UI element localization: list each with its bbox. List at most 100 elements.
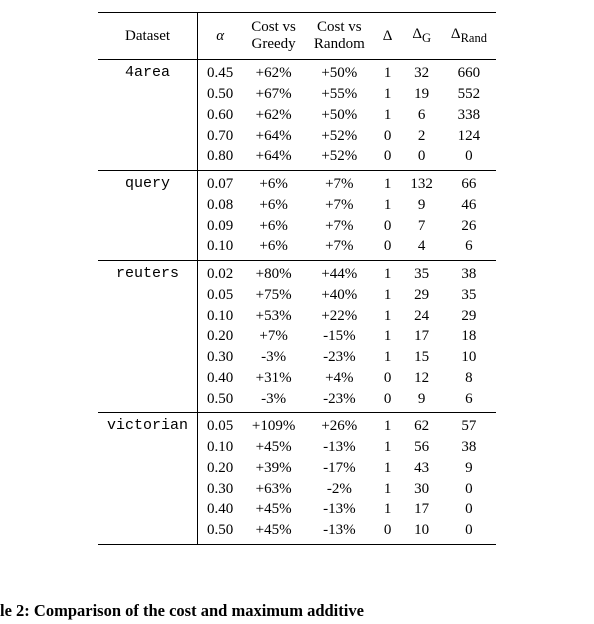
cell-alpha: 0.08 [198,195,243,216]
cell-delta-rand: 26 [442,216,496,237]
cell-alpha: 0.20 [198,458,243,479]
cell-delta-g: 15 [401,347,442,368]
cell-cost-vs-greedy: +64% [242,146,305,170]
cell-cost-vs-random: +55% [305,84,374,105]
cell-cost-vs-random: -23% [305,347,374,368]
cell-delta: 1 [374,105,402,126]
cell-alpha: 0.10 [198,306,243,327]
col-alpha-header: α [198,13,243,60]
cell-delta-g: 62 [401,413,442,437]
table-row: reuters0.02+80%+44%13538 [98,261,496,285]
cell-delta-rand: 338 [442,105,496,126]
delta-rand-symbol: Δ [451,26,461,42]
cell-delta-g: 4 [401,236,442,260]
cell-delta-g: 17 [401,499,442,520]
cell-delta-g: 30 [401,479,442,500]
cell-delta: 1 [374,437,402,458]
cell-cost-vs-greedy: +6% [242,195,305,216]
cell-delta-rand: 6 [442,236,496,260]
cell-cost-vs-greedy: +6% [242,171,305,195]
table-row: 4area0.45+62%+50%132660 [98,60,496,84]
cell-cost-vs-greedy: +45% [242,499,305,520]
cell-delta-rand: 0 [442,499,496,520]
cost-random-line1: Cost vs [317,19,362,35]
cell-delta: 1 [374,326,402,347]
col-cost-random-header: Cost vs Random [305,13,374,60]
cell-delta-g: 43 [401,458,442,479]
cell-delta-rand: 124 [442,126,496,147]
cell-delta-g: 19 [401,84,442,105]
cell-cost-vs-random: -17% [305,458,374,479]
delta-g-symbol: Δ [412,26,422,42]
delta-rand-sub: Rand [461,31,487,45]
cell-delta-rand: 57 [442,413,496,437]
cell-delta-rand: 8 [442,368,496,389]
cell-delta-g: 132 [401,171,442,195]
cell-delta-g: 6 [401,105,442,126]
cell-cost-vs-random: -13% [305,520,374,544]
cell-cost-vs-random: +26% [305,413,374,437]
cell-delta-g: 2 [401,126,442,147]
cell-delta-rand: 38 [442,261,496,285]
cell-delta-g: 12 [401,368,442,389]
cell-delta-rand: 38 [442,437,496,458]
cell-cost-vs-random: +50% [305,60,374,84]
dataset-label: reuters [98,261,198,413]
page-container: Dataset α Cost vs Greedy Cost vs Random … [0,0,594,624]
cell-delta-g: 56 [401,437,442,458]
cell-cost-vs-greedy: +45% [242,520,305,544]
cell-cost-vs-random: +7% [305,216,374,237]
col-delta-header: Δ [374,13,402,60]
cell-cost-vs-greedy: +7% [242,326,305,347]
cell-cost-vs-random: +52% [305,146,374,170]
cell-cost-vs-random: +40% [305,285,374,306]
cell-delta: 0 [374,389,402,413]
delta-g-sub: G [422,31,431,45]
table-row: victorian0.05+109%+26%16257 [98,413,496,437]
cell-cost-vs-greedy: +31% [242,368,305,389]
cell-alpha: 0.30 [198,479,243,500]
cell-delta: 1 [374,60,402,84]
cell-cost-vs-greedy: +39% [242,458,305,479]
cell-cost-vs-greedy: +80% [242,261,305,285]
results-table: Dataset α Cost vs Greedy Cost vs Random … [98,12,496,545]
cell-delta-rand: 18 [442,326,496,347]
cell-delta: 1 [374,413,402,437]
cell-cost-vs-greedy: +62% [242,60,305,84]
cell-alpha: 0.50 [198,389,243,413]
cell-delta: 1 [374,347,402,368]
cell-alpha: 0.05 [198,413,243,437]
cell-alpha: 0.70 [198,126,243,147]
cell-alpha: 0.09 [198,216,243,237]
cell-delta-rand: 10 [442,347,496,368]
cell-delta-g: 29 [401,285,442,306]
cell-cost-vs-greedy: +75% [242,285,305,306]
cell-cost-vs-random: +7% [305,236,374,260]
cell-delta-rand: 29 [442,306,496,327]
cell-cost-vs-random: +52% [305,126,374,147]
cell-delta: 0 [374,216,402,237]
cell-delta-g: 24 [401,306,442,327]
cell-cost-vs-greedy: +53% [242,306,305,327]
cell-delta-rand: 660 [442,60,496,84]
cell-delta-g: 9 [401,389,442,413]
dataset-label: 4area [98,60,198,171]
cell-delta-rand: 66 [442,171,496,195]
cell-delta: 1 [374,261,402,285]
cell-delta-rand: 0 [442,520,496,544]
cell-cost-vs-greedy: +62% [242,105,305,126]
cell-delta-g: 0 [401,146,442,170]
cell-delta-g: 7 [401,216,442,237]
cell-alpha: 0.50 [198,84,243,105]
cell-delta: 1 [374,458,402,479]
cell-cost-vs-random: -13% [305,499,374,520]
cell-delta-g: 9 [401,195,442,216]
cell-delta: 1 [374,84,402,105]
cell-delta-rand: 46 [442,195,496,216]
cell-delta: 1 [374,499,402,520]
cell-cost-vs-random: +50% [305,105,374,126]
cell-alpha: 0.20 [198,326,243,347]
cell-cost-vs-greedy: +67% [242,84,305,105]
cell-cost-vs-greedy: +6% [242,216,305,237]
cell-alpha: 0.10 [198,236,243,260]
